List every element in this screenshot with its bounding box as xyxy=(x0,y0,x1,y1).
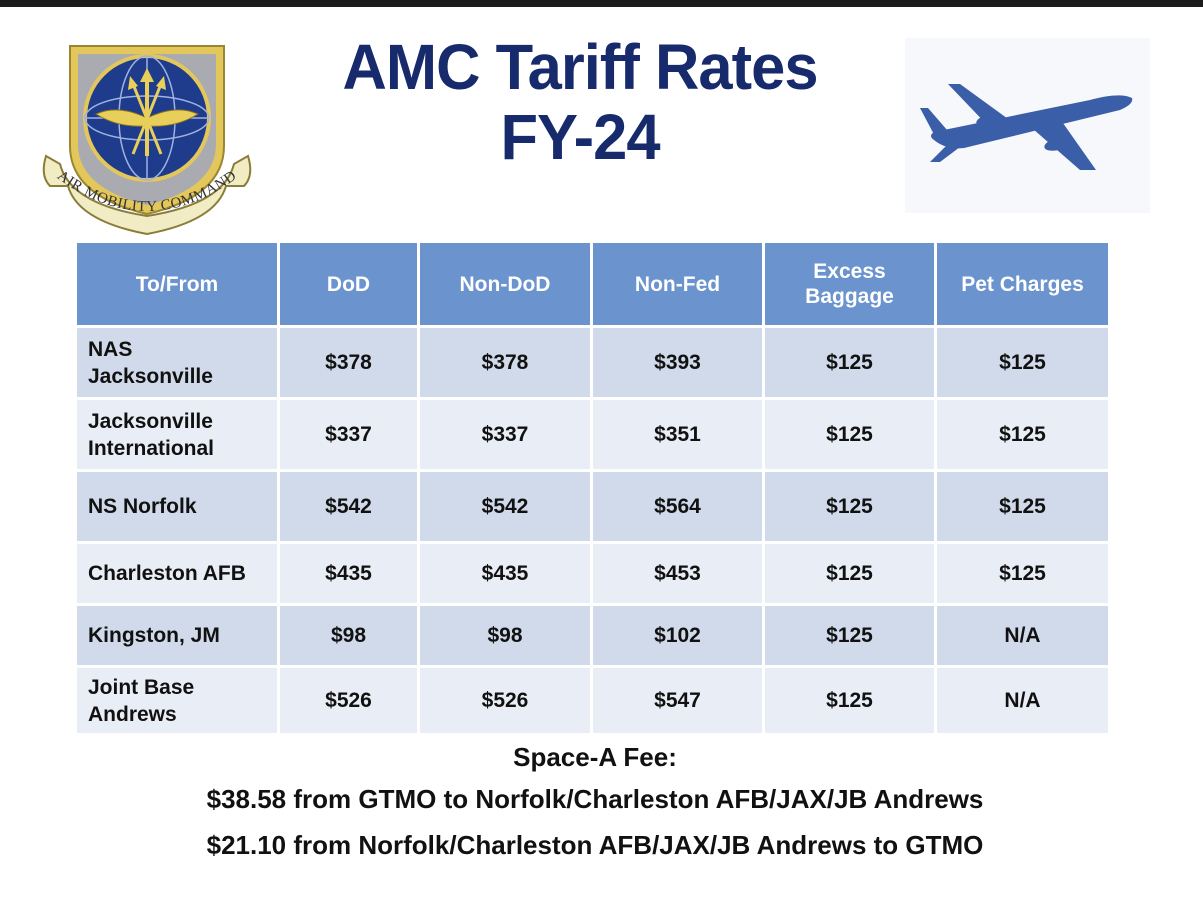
space-a-fee-section: Space-A Fee: $38.58 from GTMO to Norfolk… xyxy=(0,740,1190,876)
rate-cell: $337 xyxy=(277,397,420,472)
location-cell: Joint Base Andrews xyxy=(74,665,280,736)
column-header: To/From xyxy=(74,240,280,328)
table-row: NS Norfolk $542 $542 $564 $125 $125 xyxy=(74,469,1111,544)
rate-cell: $125 xyxy=(762,603,937,668)
rate-cell: $125 xyxy=(934,541,1111,606)
table-row: Charleston AFB $435 $435 $453 $125 $125 xyxy=(74,541,1111,606)
space-a-fee-title: Space-A Fee: xyxy=(513,742,677,772)
rate-cell: $453 xyxy=(590,541,765,606)
airplane-graphic xyxy=(905,38,1150,213)
location-cell: NS Norfolk xyxy=(74,469,280,544)
rate-cell: $435 xyxy=(277,541,420,606)
rate-cell: $125 xyxy=(934,397,1111,472)
space-a-fee-line: $21.10 from Norfolk/Charleston AFB/JAX/J… xyxy=(206,830,984,860)
rate-cell: $378 xyxy=(417,325,593,400)
rate-cell: $125 xyxy=(762,541,937,606)
rate-cell: $125 xyxy=(762,325,937,400)
rate-cell: $547 xyxy=(590,665,765,736)
rate-cell: $435 xyxy=(417,541,593,606)
table-row: Jacksonville International $337 $337 $35… xyxy=(74,397,1111,472)
rate-cell: $102 xyxy=(590,603,765,668)
table-header-row: To/From DoD Non-DoD Non-Fed Excess Bagga… xyxy=(74,240,1111,328)
rate-cell: $125 xyxy=(934,469,1111,544)
column-header: Non-Fed xyxy=(590,240,765,328)
table-row: Kingston, JM $98 $98 $102 $125 N/A xyxy=(74,603,1111,668)
rate-cell: $351 xyxy=(590,397,765,472)
location-cell: NAS Jacksonville xyxy=(74,325,280,400)
table-row: Joint Base Andrews $526 $526 $547 $125 N… xyxy=(74,665,1111,736)
column-header: Non-DoD xyxy=(417,240,593,328)
column-header: Pet Charges xyxy=(934,240,1111,328)
table-row: NAS Jacksonville $378 $378 $393 $125 $12… xyxy=(74,325,1111,400)
air-mobility-command-logo: AIR MOBILITY COMMAND xyxy=(38,36,256,240)
rate-cell: $526 xyxy=(277,665,420,736)
rate-cell: $98 xyxy=(277,603,420,668)
rate-cell: $542 xyxy=(277,469,420,544)
location-cell: Charleston AFB xyxy=(74,541,280,606)
rate-cell: $337 xyxy=(417,397,593,472)
title-line-2: FY-24 xyxy=(500,101,660,173)
rate-cell: $125 xyxy=(934,325,1111,400)
rate-cell: $98 xyxy=(417,603,593,668)
rate-cell: $542 xyxy=(417,469,593,544)
tariff-rates-table: To/From DoD Non-DoD Non-Fed Excess Bagga… xyxy=(74,240,1111,736)
rate-cell: $393 xyxy=(590,325,765,400)
space-a-fee-line: $38.58 from GTMO to Norfolk/Charleston A… xyxy=(206,784,984,814)
column-header: DoD xyxy=(277,240,420,328)
title-line-1: AMC Tariff Rates xyxy=(342,31,818,103)
top-border xyxy=(0,0,1203,7)
rate-cell: $378 xyxy=(277,325,420,400)
rate-cell: $125 xyxy=(762,397,937,472)
page-title: AMC Tariff Rates FY-24 xyxy=(300,32,860,172)
rate-cell: $125 xyxy=(762,665,937,736)
rate-cell: N/A xyxy=(934,603,1111,668)
rate-cell: N/A xyxy=(934,665,1111,736)
rate-cell: $125 xyxy=(762,469,937,544)
location-cell: Jacksonville International xyxy=(74,397,280,472)
rate-cell: $526 xyxy=(417,665,593,736)
location-cell: Kingston, JM xyxy=(74,603,280,668)
airplane-icon xyxy=(920,84,1133,170)
column-header: Excess Baggage xyxy=(762,240,937,328)
rate-cell: $564 xyxy=(590,469,765,544)
